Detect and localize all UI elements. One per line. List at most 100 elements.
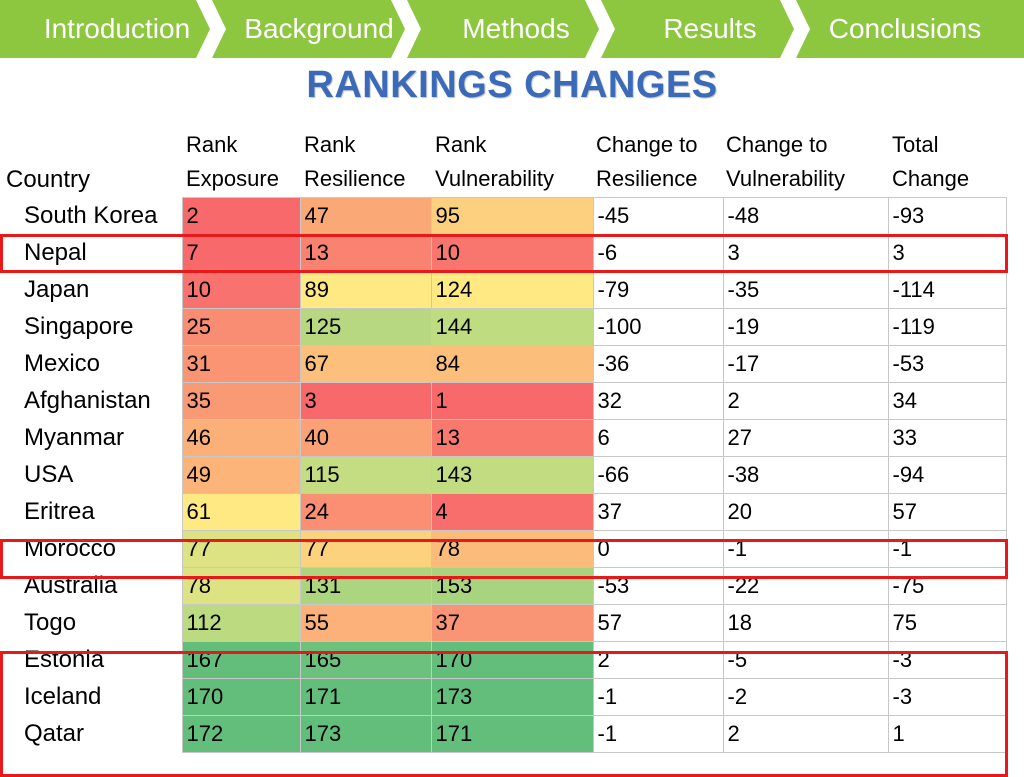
tab-results-shape[interactable]	[601, 0, 794, 58]
value-cell: 131	[299, 567, 432, 605]
value-cell: -53	[592, 567, 724, 605]
value-cell: 37	[430, 604, 594, 642]
tab-methods-shape[interactable]	[407, 0, 599, 58]
value-cell: -100	[592, 308, 724, 346]
value-cell: -79	[592, 271, 724, 309]
value-cell: 173	[299, 715, 432, 753]
value-cell: 24	[299, 493, 432, 531]
tab-results[interactable]: Results	[663, 13, 757, 44]
table-row: Japan 10 89 124 -79 -35 -114	[0, 271, 1007, 309]
header-rank-resilience: Rank Resilience	[304, 128, 406, 196]
value-cell: 170	[430, 641, 594, 679]
table-row: Togo 112 55 37 57 18 75	[0, 604, 1007, 642]
header-line1: Rank	[186, 132, 238, 157]
value-cell: 2	[722, 382, 889, 420]
value-cell: -93	[887, 197, 1007, 235]
tab-conclusions-shape[interactable]	[796, 0, 1024, 58]
value-cell: 46	[181, 419, 301, 457]
tab-methods[interactable]: Methods	[462, 13, 570, 44]
value-cell: -66	[592, 456, 724, 494]
value-cell: 67	[299, 345, 432, 383]
table-row: USA 49 115 143 -66 -38 -94	[0, 456, 1007, 494]
value-cell: -5	[722, 641, 889, 679]
value-cell: 27	[722, 419, 889, 457]
value-cell: 115	[299, 456, 432, 494]
tab-background-shape[interactable]	[212, 0, 405, 58]
value-cell: 124	[430, 271, 594, 309]
value-cell: 33	[887, 419, 1007, 457]
value-cell: -1	[722, 530, 889, 568]
table-row: Qatar 172 173 171 -1 2 1	[0, 715, 1007, 753]
country-cell: South Korea	[24, 202, 158, 229]
value-cell: 13	[299, 234, 432, 272]
header-line1: Rank	[435, 132, 487, 157]
value-cell: 75	[887, 604, 1007, 642]
header-line1: Change to	[596, 132, 698, 157]
value-cell: 3	[722, 234, 889, 272]
value-cell: -35	[722, 271, 889, 309]
country-cell: Afghanistan	[24, 387, 151, 414]
value-cell: 4	[430, 493, 594, 531]
value-cell: -1	[887, 530, 1007, 568]
country-cell: Qatar	[24, 720, 85, 747]
table-row: Mexico 31 67 84 -36 -17 -53	[0, 345, 1007, 383]
country-cell: Estonia	[24, 646, 105, 673]
tab-conclusions[interactable]: Conclusions	[828, 13, 982, 44]
value-cell: 84	[430, 345, 594, 383]
country-cell: Australia	[24, 572, 118, 599]
value-cell: 172	[181, 715, 301, 753]
value-cell: 170	[181, 678, 301, 716]
header-line2: Change	[892, 166, 970, 191]
table-row: Myanmar 46 40 13 6 27 33	[0, 419, 1007, 457]
value-cell: 165	[299, 641, 432, 679]
value-cell: 78	[430, 530, 594, 568]
table-row: Afghanistan 35 3 1 32 2 34	[0, 382, 1007, 420]
value-cell: -2	[722, 678, 889, 716]
header-line2: Resilience	[304, 166, 406, 191]
value-cell: 34	[887, 382, 1007, 420]
country-cell: Nepal	[24, 239, 87, 266]
value-cell: -22	[722, 567, 889, 605]
header-line1: Change to	[726, 132, 828, 157]
value-cell: -6	[592, 234, 724, 272]
header-line2: Resilience	[596, 166, 698, 191]
tab-introduction-shape[interactable]	[0, 0, 210, 58]
value-cell: 37	[592, 493, 724, 531]
value-cell: -36	[592, 345, 724, 383]
value-cell: -53	[887, 345, 1007, 383]
rankings-table: South Korea 2 47 95 -45 -48 -93 Nepal 7 13 10 -6 3 3 J…	[0, 197, 1007, 753]
table-row: Singapore 25 125 144 -100 -19 -119	[0, 308, 1007, 346]
value-cell: 32	[592, 382, 724, 420]
value-cell: 0	[592, 530, 724, 568]
value-cell: 3	[299, 382, 432, 420]
value-cell: 55	[299, 604, 432, 642]
value-cell: 144	[430, 308, 594, 346]
table-row: Iceland 170 171 173 -1 -2 -3	[0, 678, 1007, 716]
value-cell: 7	[181, 234, 301, 272]
country-cell: Myanmar	[24, 424, 125, 451]
table-row: Estonia 167 165 170 2 -5 -3	[0, 641, 1007, 679]
value-cell: -45	[592, 197, 724, 235]
value-cell: 13	[430, 419, 594, 457]
value-cell: 10	[181, 271, 301, 309]
value-cell: 35	[181, 382, 301, 420]
value-cell: -94	[887, 456, 1007, 494]
value-cell: 10	[430, 234, 594, 272]
value-cell: -3	[887, 641, 1007, 679]
country-cell: Togo	[24, 609, 77, 636]
header-total-change: Total Change	[892, 128, 969, 196]
tab-introduction[interactable]: Introduction	[43, 13, 191, 44]
value-cell: 171	[430, 715, 594, 753]
table-row: Morocco 77 77 78 0 -1 -1	[0, 530, 1007, 568]
header-rank-exposure: Rank Exposure	[186, 128, 279, 196]
table-row: Australia 78 131 153 -53 -22 -75	[0, 567, 1007, 605]
tab-background[interactable]: Background	[244, 13, 394, 44]
value-cell: 18	[722, 604, 889, 642]
value-cell: -48	[722, 197, 889, 235]
value-cell: 49	[181, 456, 301, 494]
value-cell: 1	[887, 715, 1007, 753]
country-cell: Eritrea	[24, 498, 95, 525]
value-cell: 20	[722, 493, 889, 531]
value-cell: 3	[887, 234, 1007, 272]
value-cell: 77	[299, 530, 432, 568]
